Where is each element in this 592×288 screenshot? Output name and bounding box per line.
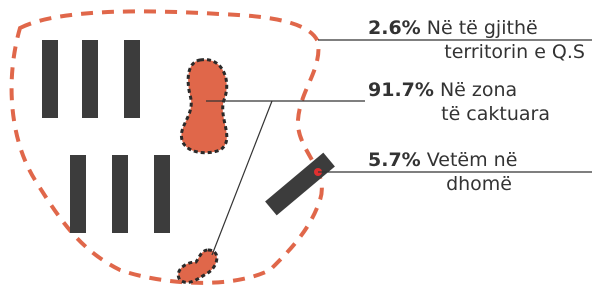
value: 91.7% (368, 79, 434, 101)
label-text: të caktuara (441, 103, 550, 125)
label-text: Në të gjithë (427, 17, 538, 39)
label: 5.7% Vetëm në (368, 149, 517, 171)
label-text: Në zona (440, 79, 517, 101)
leader-lines (206, 40, 592, 255)
area-outline (12, 11, 322, 282)
infographic: 2.6% Në të gjithë territorin e Q.S 91.7%… (0, 0, 592, 288)
label-text: territorin e Q.S (444, 41, 585, 63)
label: 91.7% Në zona (368, 79, 517, 101)
label: 2.6% Në të gjithë (368, 17, 538, 39)
zone (181, 60, 226, 153)
zone (178, 250, 217, 282)
label-text: Vetëm në (427, 149, 518, 171)
value: 2.6% (368, 17, 421, 39)
value: 5.7% (368, 149, 421, 171)
label-text: dhomë (446, 173, 512, 195)
